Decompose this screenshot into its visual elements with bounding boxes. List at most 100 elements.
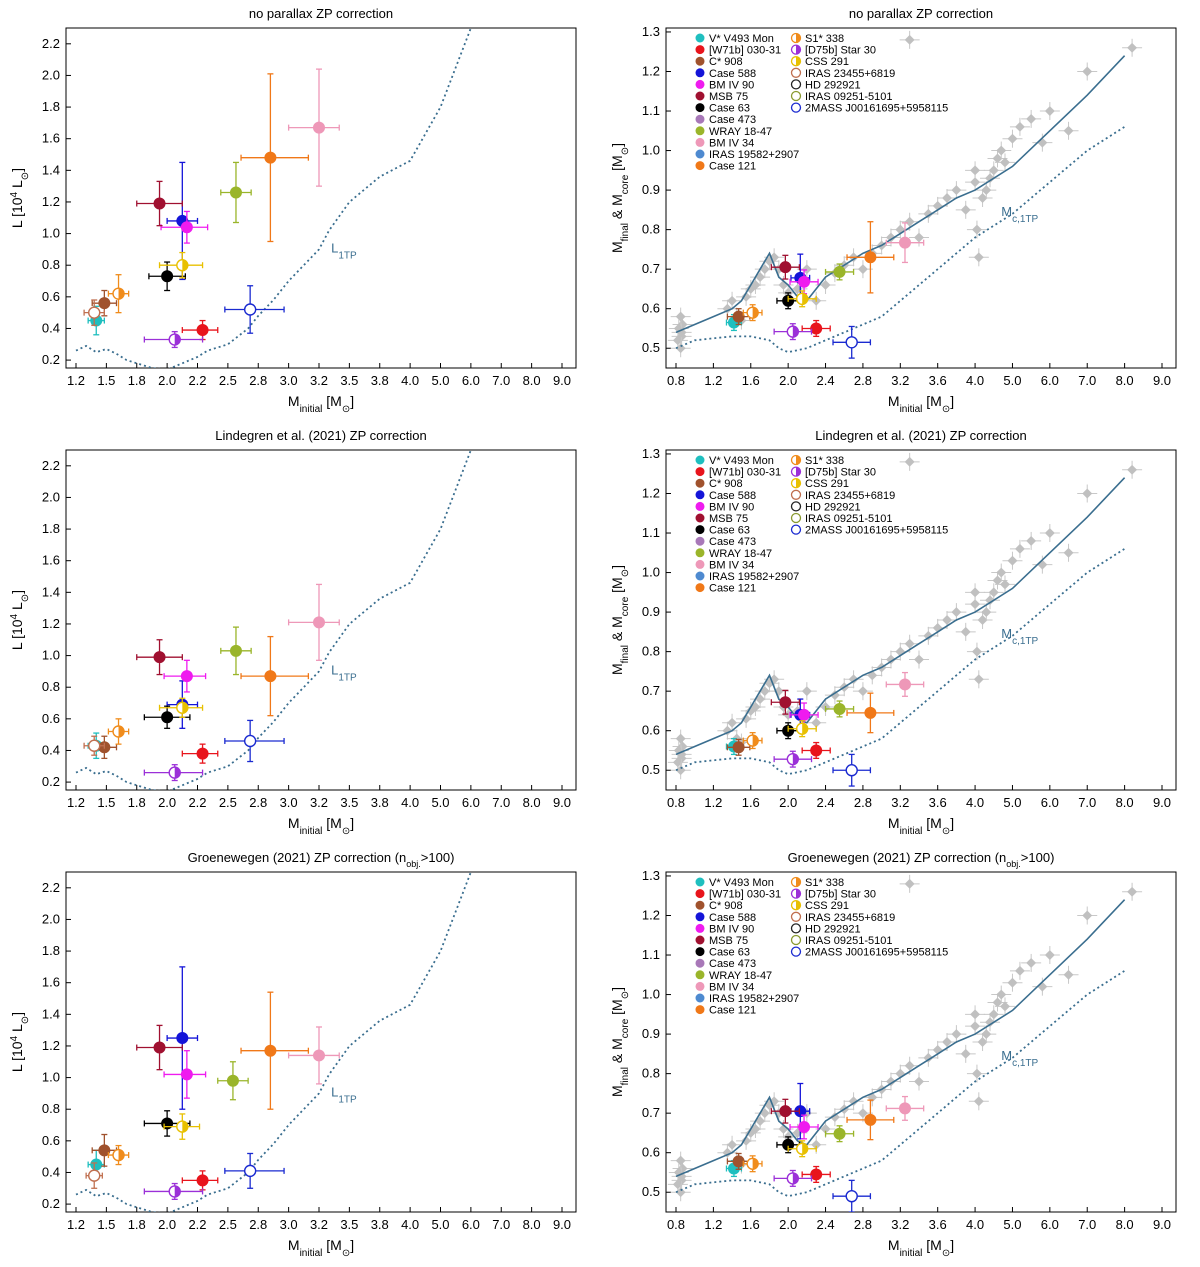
data-point (143, 330, 204, 349)
y-tick-label: 2.2 (42, 36, 60, 51)
data-point (824, 1125, 855, 1143)
x-tick-label: 1.5 (97, 1217, 115, 1232)
legend-label: S1* 338 (805, 455, 844, 467)
data-point (160, 210, 209, 244)
x-tick-label: 3.2 (891, 795, 909, 810)
y-tick-label: 1.8 (42, 99, 60, 114)
x-tick-label: 2.0 (158, 1217, 176, 1232)
grey-data-point (880, 1072, 901, 1091)
grey-data-point (937, 189, 958, 207)
grey-data-point (824, 686, 845, 705)
x-tick-label: 4.0 (966, 795, 984, 810)
legend-label: 2MASS J00161695+5958115 (805, 947, 948, 959)
legend-label: CSS 291 (805, 900, 849, 912)
y-tick-label: 1.6 (42, 553, 60, 568)
grey-data-point (972, 1033, 993, 1051)
data-point (287, 1026, 340, 1085)
x-axis-label: Minitial [M⊙] (888, 1237, 954, 1259)
legend-label: Case 473 (709, 958, 756, 970)
data-point (801, 319, 831, 338)
grey-data-point (983, 1005, 1004, 1024)
x-tick-label: 4.0 (966, 1217, 984, 1232)
x-tick-label: 1.8 (128, 795, 146, 810)
x-tick-label: 9.0 (553, 795, 571, 810)
legend-item: IRAS 09251-5101 (790, 934, 892, 947)
data-point (220, 161, 252, 224)
legend-item: Case 121 (695, 161, 756, 173)
grey-data-point (966, 642, 987, 661)
legend-label: [D75b] Star 30 (805, 45, 876, 57)
y-tick-label: 0.6 (642, 723, 660, 738)
grey-data-point (1058, 543, 1079, 562)
grey-data-point (991, 141, 1012, 160)
legend-label: MSB 75 (709, 513, 748, 525)
chart-svg: Groenewegen (2021) ZP correction (nobj.>… (9, 850, 577, 1259)
grey-data-point (955, 622, 976, 641)
legend-label: MSB 75 (709, 91, 748, 103)
legend-label: WRAY 18-47 (709, 126, 772, 138)
y-tick-label: 1.4 (42, 162, 60, 177)
legend-item: IRAS 19582+2907 (695, 993, 799, 1005)
x-tick-label: 9.0 (1153, 373, 1171, 388)
grey-data-point (946, 181, 967, 200)
legend-label: V* V493 Mon (709, 33, 774, 45)
x-tick-label: 0.8 (667, 373, 685, 388)
grey-data-point (987, 993, 1008, 1012)
legend-item: Case 588 (695, 490, 756, 502)
legend-item: HD 292921 (790, 79, 861, 91)
mfinal-curve (675, 899, 1126, 1178)
y-tick-label: 0.6 (642, 301, 660, 316)
x-tick-label: 9.0 (553, 1217, 571, 1232)
data-point (240, 73, 310, 243)
y-tick-label: 1.2 (642, 63, 660, 78)
x-tick-label: 2.2 (188, 1217, 206, 1232)
x-tick-label: 6.0 (1041, 1217, 1059, 1232)
mc1tp-label: Mc,1TP (1001, 204, 1038, 225)
x-tick-label: 8.0 (523, 795, 541, 810)
legend-item: BM IV 34 (695, 137, 754, 149)
grey-data-point (994, 997, 1015, 1016)
data-point (885, 671, 925, 697)
y-tick-label: 0.4 (42, 1164, 60, 1179)
x-tick-label: 2.4 (816, 1217, 834, 1232)
legend-item: HD 292921 (790, 501, 861, 513)
legend-item: Case 63 (695, 947, 750, 959)
legend-label: WRAY 18-47 (709, 548, 772, 560)
data-point (726, 738, 751, 756)
legend-label: Case 588 (709, 490, 756, 502)
grey-data-point (980, 169, 1001, 188)
chart-svg: Lindegren et al. (2021) ZP correction 0.8… (609, 428, 1177, 837)
grey-data-point (1077, 62, 1098, 81)
data-point (107, 1144, 130, 1166)
x-tick-label: 1.2 (67, 1217, 85, 1232)
x-tick-label: 9.0 (1153, 1217, 1171, 1232)
grey-data-point (740, 279, 761, 298)
data-point (181, 743, 219, 764)
x-tick-label: 2.0 (779, 1217, 797, 1232)
x-tick-label: 5.0 (431, 373, 449, 388)
mc1tp-label: Mc,1TP (1001, 626, 1038, 647)
grey-data-point (976, 181, 997, 200)
grey-data-point (965, 1005, 986, 1024)
y-tick-label: 1.2 (642, 907, 660, 922)
y-tick-label: 1.4 (42, 1006, 60, 1021)
legend-item: Case 63 (695, 525, 750, 537)
y-tick-label: 1.2 (42, 1038, 60, 1053)
data-point (287, 68, 340, 187)
x-tick-label: 5.0 (431, 1217, 449, 1232)
data-point (158, 697, 204, 718)
legend-label: IRAS 09251-5101 (805, 513, 892, 525)
legend-label: BM IV 34 (709, 559, 754, 571)
x-tick-label: 7.0 (492, 1217, 510, 1232)
grey-data-point (968, 248, 989, 267)
chart-svg: Lindegren et al. (2021) ZP correction 1.2… (9, 428, 577, 837)
l1tp-curve (75, 872, 472, 1212)
x-axis-label: Minitial [M⊙] (888, 815, 954, 837)
legend-item: C* 908 (695, 478, 743, 490)
x-tick-label: 2.0 (158, 373, 176, 388)
grey-data-point (980, 1013, 1001, 1032)
data-point (217, 1061, 249, 1101)
grey-data-point (1058, 121, 1079, 140)
legend-item: Case 121 (695, 1005, 756, 1017)
x-tick-label: 2.5 (219, 795, 237, 810)
